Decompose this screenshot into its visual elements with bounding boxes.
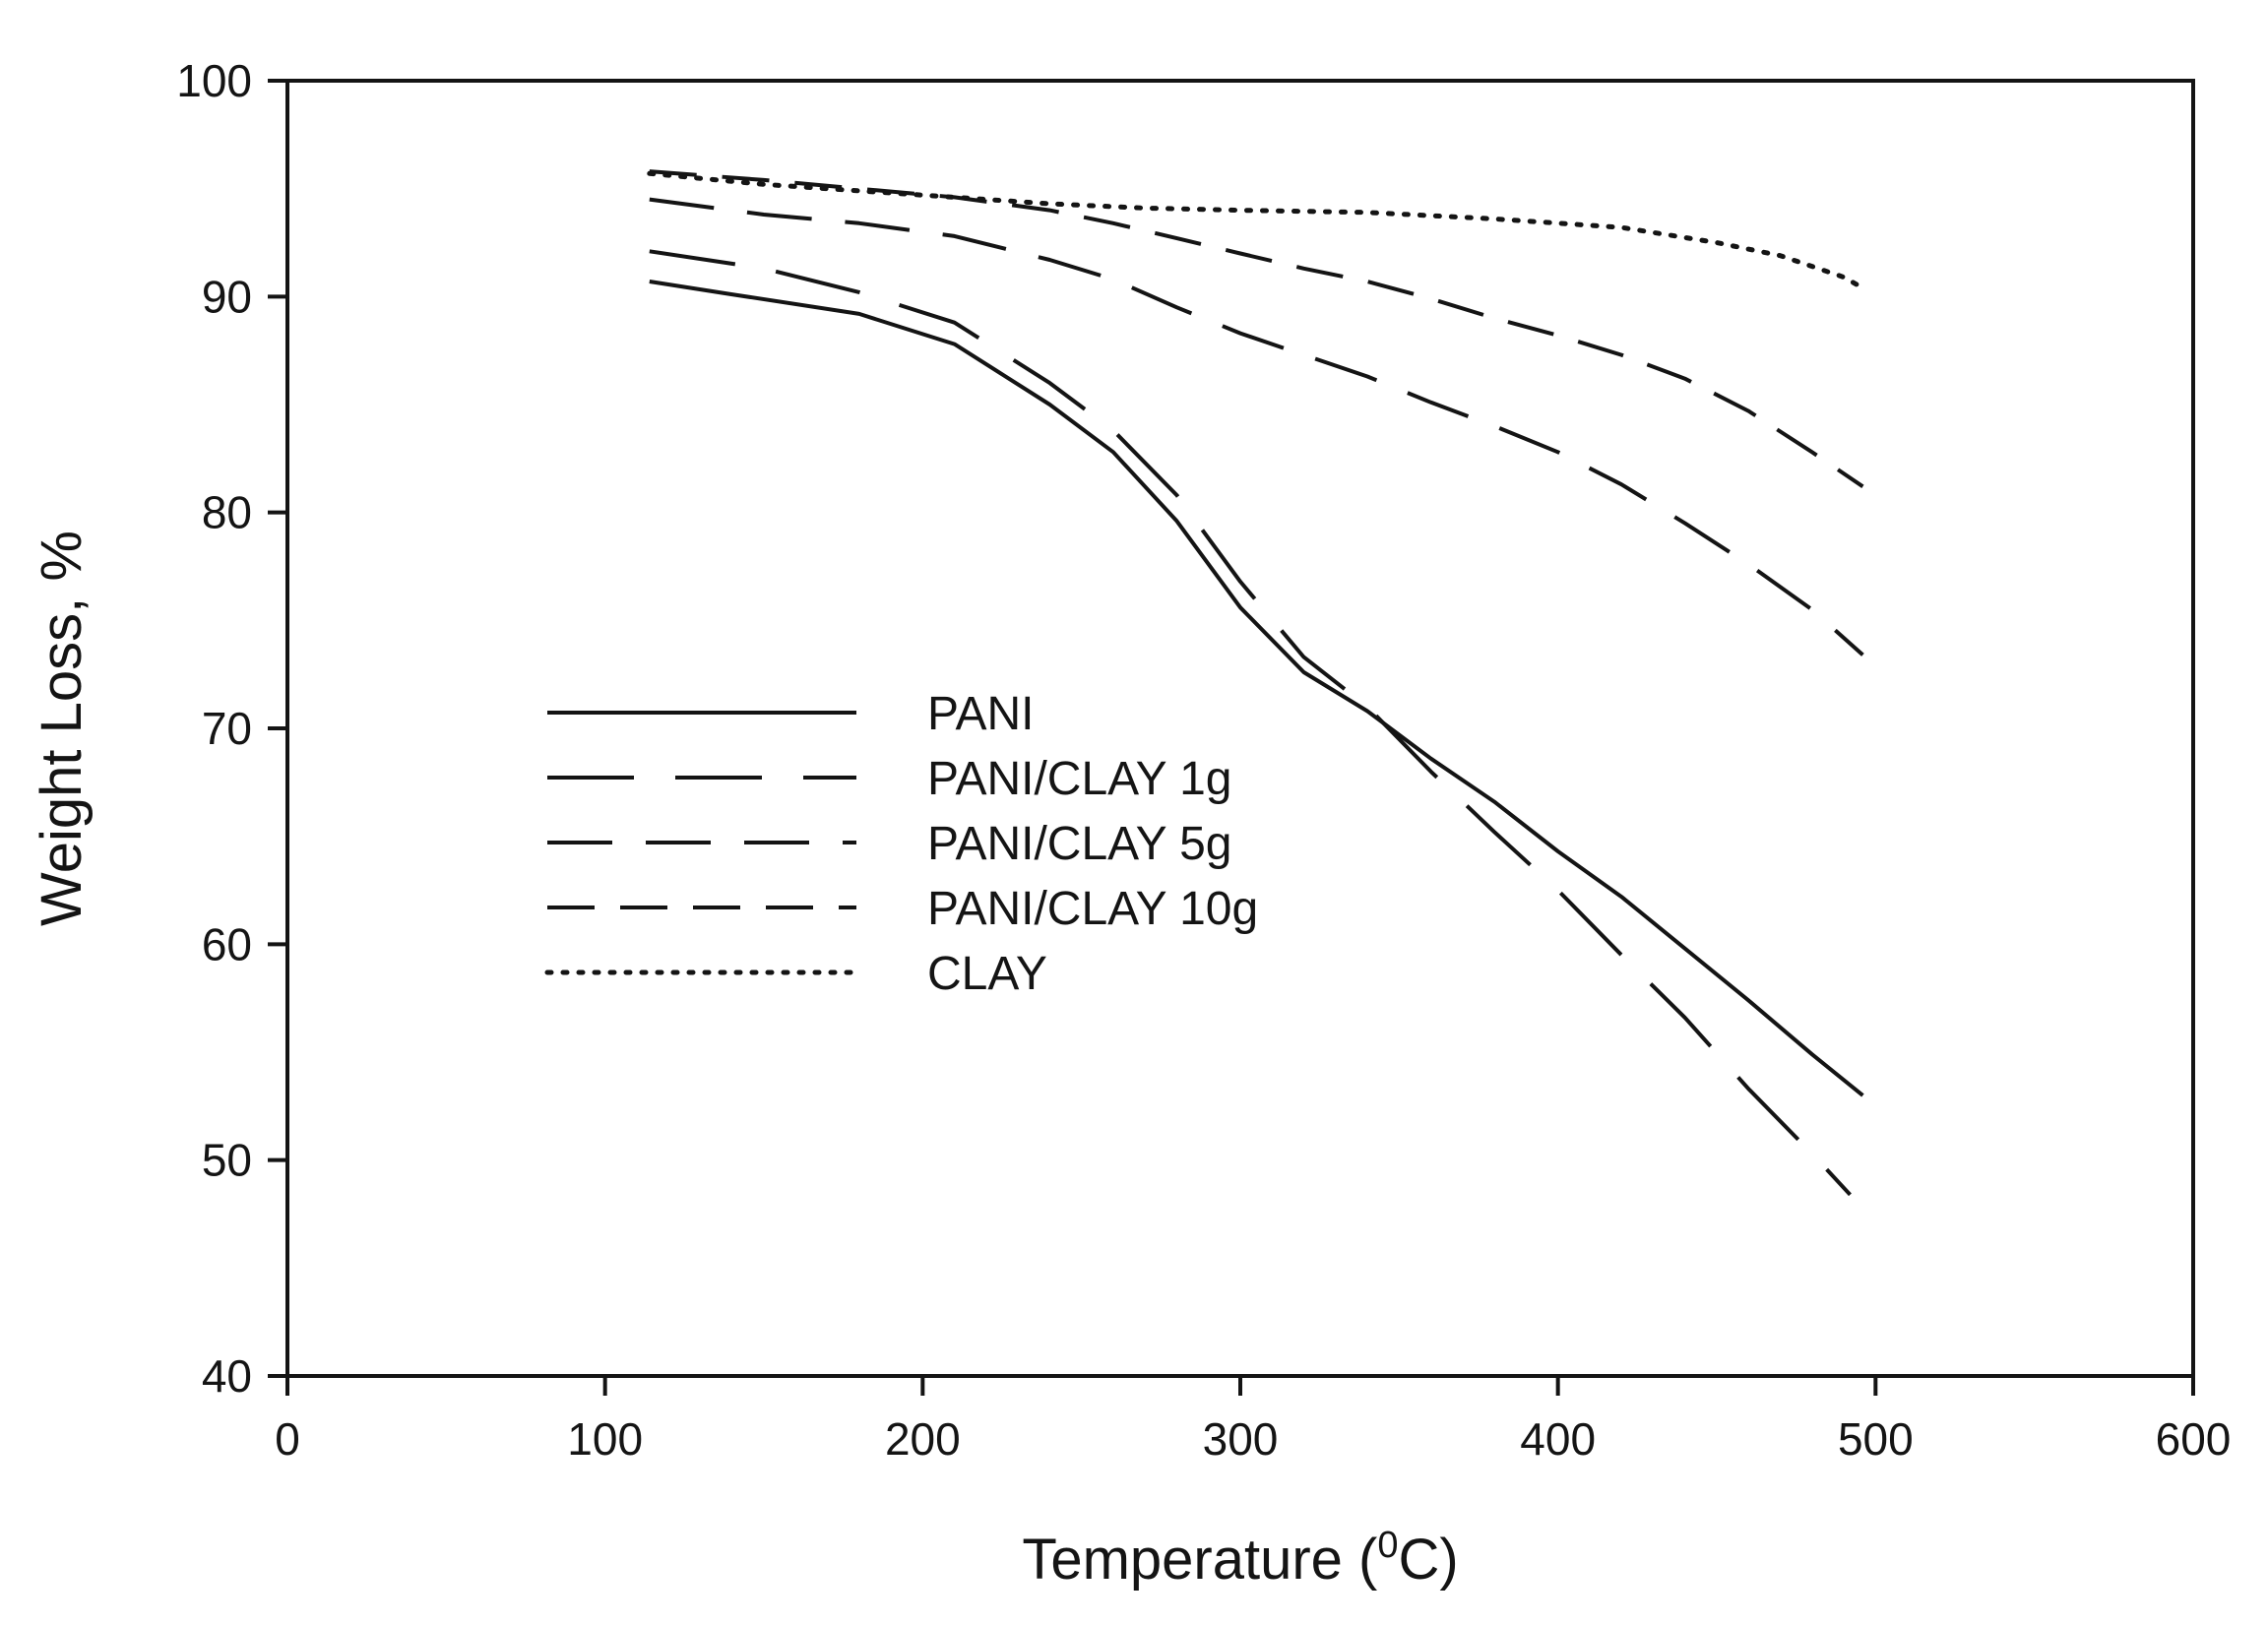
x-tick-label: 100 (567, 1413, 643, 1465)
legend-label: CLAY (927, 948, 1047, 1000)
y-axis-title: Weight Loss, % (30, 531, 94, 926)
x-axis-title-suffix: C) (1398, 1528, 1458, 1592)
legend-label: PANI (927, 688, 1034, 740)
plot-area-frame (285, 79, 2195, 1378)
series-line (649, 197, 1864, 656)
y-tick-label: 80 (202, 487, 252, 538)
series-line (649, 249, 1852, 1197)
y-tick-label: 40 (202, 1350, 252, 1402)
x-tick-label: 200 (885, 1413, 961, 1465)
x-axis-title-main: Temperature ( (1022, 1528, 1377, 1592)
y-tick-label: 70 (202, 703, 252, 754)
x-axis-title-superscript: 0 (1377, 1525, 1398, 1566)
data-series (647, 169, 1865, 1197)
legend-label: PANI/CLAY 5g (927, 818, 1232, 870)
x-tick-label: 0 (275, 1413, 300, 1465)
legend-label: PANI/CLAY 10g (927, 883, 1258, 935)
x-tick-label: 300 (1203, 1413, 1279, 1465)
y-tick-label: 60 (202, 918, 252, 969)
series-line (649, 169, 1864, 488)
y-tick-label: 90 (202, 271, 252, 322)
y-tick-label: 100 (176, 55, 252, 106)
x-tick-label: 500 (1838, 1413, 1914, 1465)
y-tick-label: 50 (202, 1135, 252, 1186)
series-line (649, 280, 1864, 1097)
x-tick-label: 600 (2156, 1413, 2232, 1465)
legend-label: PANI/CLAY 1g (927, 753, 1232, 805)
legend: PANI PANI/CLAY 1g PANI/CLAY 5g PANI/CLAY 10… (544, 688, 1258, 1000)
x-tick-label: 400 (1520, 1413, 1596, 1465)
series-line (647, 170, 1865, 291)
x-axis-title: Temperature (0C) (1022, 1525, 1458, 1592)
axis-ticks: 0 100 200 300 400 500 600 40 50 60 70 80 90 100 (176, 55, 2231, 1465)
